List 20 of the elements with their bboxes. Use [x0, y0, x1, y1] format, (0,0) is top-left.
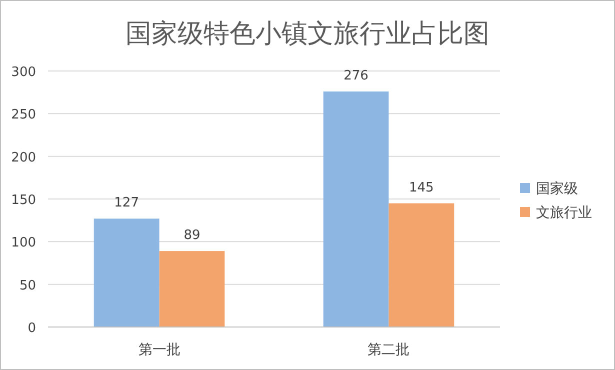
y-tick-label: 250 [11, 108, 36, 123]
bar [323, 91, 389, 327]
y-tick-label: 150 [11, 193, 36, 208]
bar [159, 251, 225, 327]
data-label: 127 [114, 196, 139, 211]
chart-title: 国家级特色小镇文旅行业占比图 [126, 19, 490, 49]
data-label: 145 [409, 180, 434, 196]
y-tick-label: 0 [28, 321, 36, 336]
x-tick-label: 第一批 [138, 342, 180, 358]
legend-label: 国家级 [536, 181, 578, 197]
legend-label: 文旅行业 [536, 205, 592, 221]
data-label: 276 [344, 68, 368, 84]
y-tick-label: 200 [11, 150, 36, 166]
bar [388, 203, 454, 327]
data-label: 89 [184, 228, 200, 244]
bar [94, 218, 160, 327]
y-tick-label: 300 [11, 65, 36, 80]
x-tick-label: 第二批 [368, 342, 410, 358]
y-tick-label: 100 [11, 236, 36, 251]
y-tick-label: 50 [19, 278, 36, 294]
